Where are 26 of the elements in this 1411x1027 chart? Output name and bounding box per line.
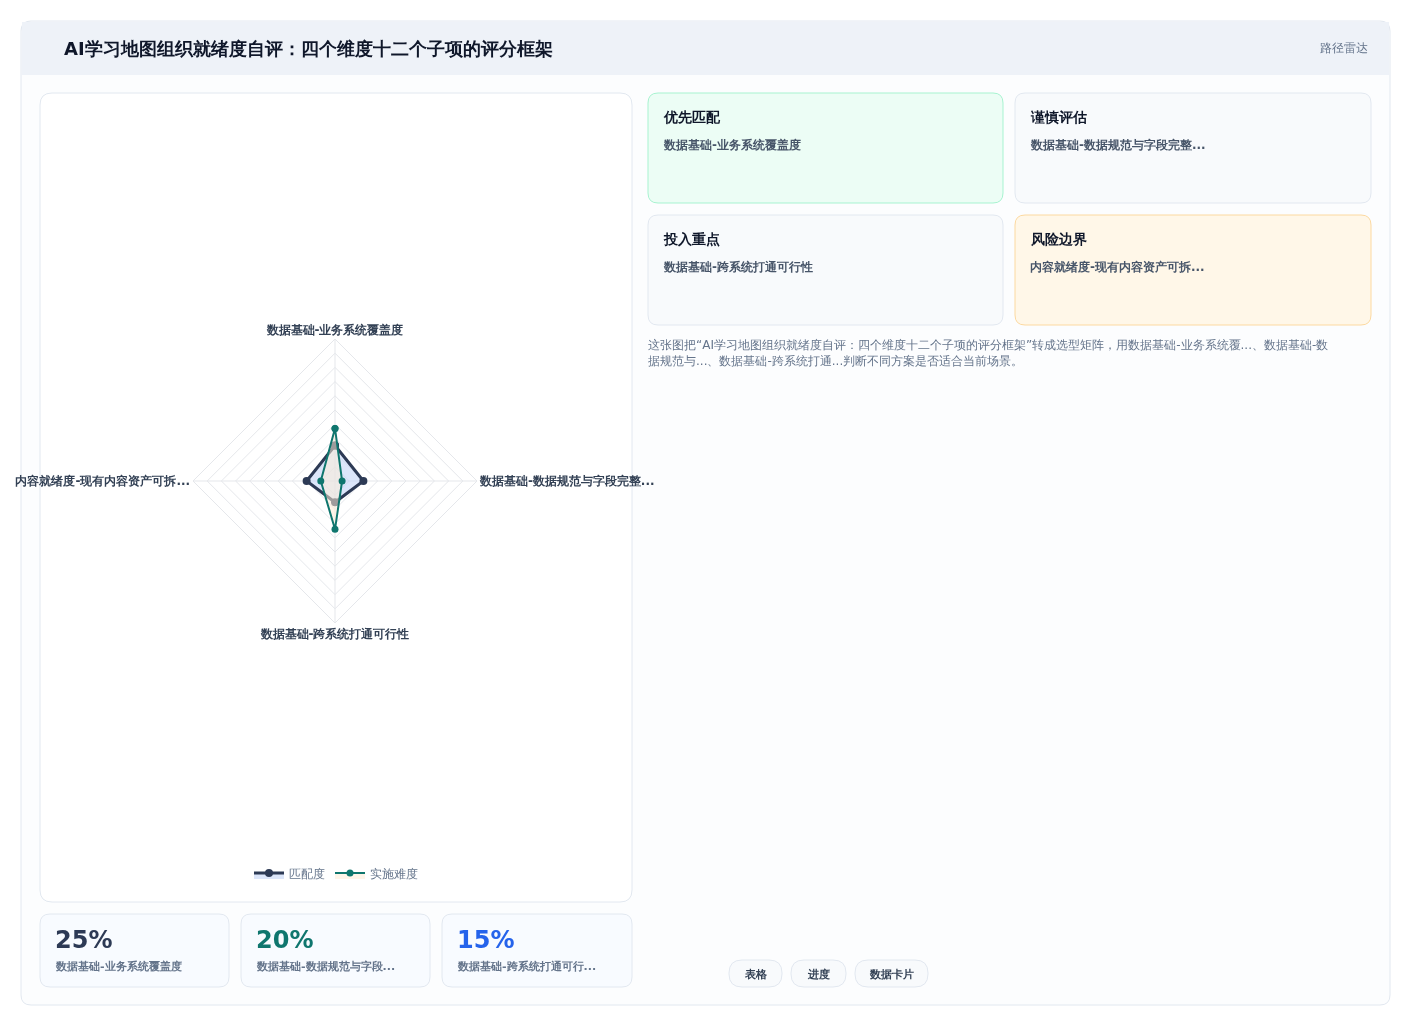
text: 数据基础-跨系统打通可行... — [457, 960, 597, 973]
spoke-label: 数据基础-跨系统打通可行性 — [259, 626, 410, 641]
text: 15% — [457, 926, 515, 954]
spoke-label: 内容就绪度-现有内容资产可拆... — [15, 474, 191, 489]
text: 优先匹配 — [663, 109, 721, 125]
text: 风险边界 — [1030, 231, 1087, 247]
legend-label: 匹配度 — [289, 866, 325, 881]
text: 进度 — [807, 968, 830, 981]
text: 25% — [55, 926, 113, 954]
text: 路径雷达 — [1320, 41, 1368, 55]
legend-label: 实施难度 — [370, 866, 418, 881]
text: 数据基础-业务系统覆盖度 — [663, 138, 801, 152]
text: 数据卡片 — [869, 968, 914, 981]
chart-title: AI学习地图组织就绪度自评：四个维度十二个子项的评分框架 — [64, 38, 553, 59]
text: 数据基础-数据规范与字段... — [256, 960, 396, 973]
text: 投入重点 — [663, 231, 720, 247]
spoke-label: 数据基础-数据规范与字段完整... — [478, 474, 655, 489]
text: 谨慎评估 — [1030, 109, 1087, 125]
spoke-label: 数据基础-业务系统覆盖度 — [265, 322, 404, 337]
text: 内容就绪度-现有内容资产可拆... — [1030, 260, 1205, 274]
text: 20% — [256, 926, 314, 954]
text: 数据基础-业务系统覆盖度 — [55, 960, 182, 973]
text: 这张图把“AI学习地图组织就绪度自评：四个维度十二个子项的评分框架”转成选型矩阵，用数据基础-业务系统覆...、数据基础-数据规范与...、数据基础-跨系统打通...判断不同方案是否适合当前场景。 — [648, 338, 1329, 368]
text: 数据基础-数据规范与字段完整... — [1030, 138, 1206, 152]
text: 数据基础-跨系统打通可行性 — [663, 260, 813, 274]
text: 表格 — [744, 968, 768, 981]
